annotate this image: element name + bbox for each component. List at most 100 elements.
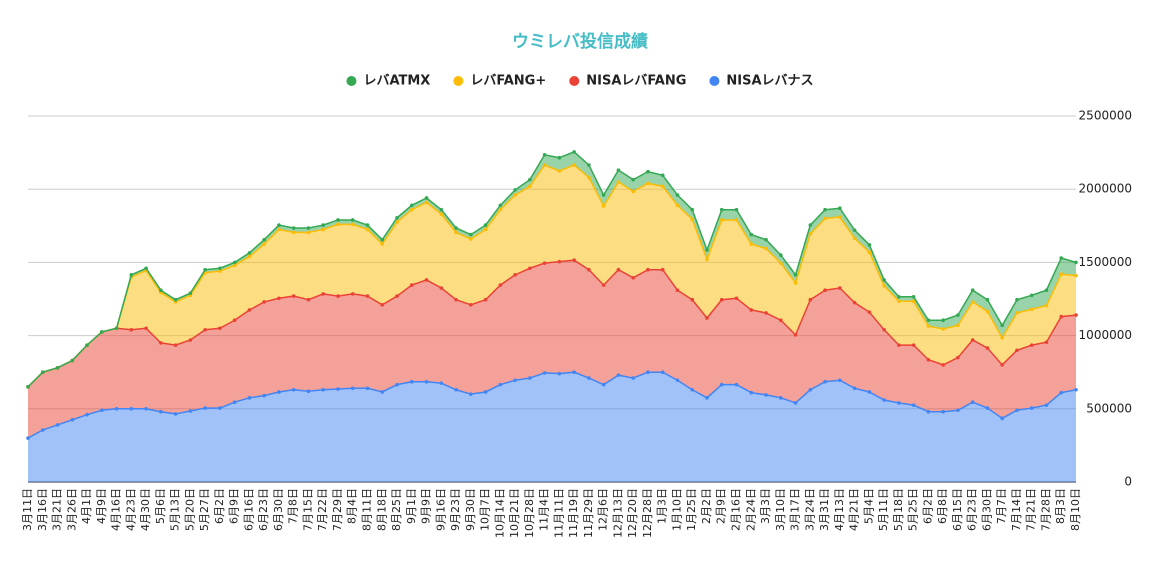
point (409, 207, 414, 212)
line (27, 259, 1077, 388)
point (705, 316, 709, 320)
point (690, 297, 695, 302)
legend-marker (709, 76, 720, 86)
point (380, 237, 385, 242)
point (350, 218, 355, 222)
point (483, 297, 488, 302)
point (852, 228, 857, 232)
x-tick-label: 12月28日 (641, 488, 654, 538)
point (941, 409, 945, 414)
point (454, 297, 458, 302)
point (528, 266, 532, 271)
point (395, 220, 399, 224)
x-tick-label: 4月1日 (80, 488, 93, 524)
point (55, 423, 60, 427)
point (247, 254, 252, 259)
x-tick-label: 6月23日 (966, 488, 979, 531)
point (823, 379, 827, 384)
point (572, 150, 576, 154)
point (897, 299, 901, 303)
point (734, 207, 739, 212)
point (1059, 314, 1064, 319)
point (218, 326, 222, 331)
x-tick-label: 11月4日 (538, 488, 551, 531)
point (941, 318, 945, 323)
point (660, 267, 665, 272)
point (764, 393, 768, 397)
x-tick-label: 4月23日 (124, 488, 137, 531)
y-tick-label: 0 (1124, 475, 1132, 489)
x-tick-label: 5月18日 (892, 488, 905, 531)
x-tick-label: 8月25日 (390, 488, 403, 531)
point (867, 250, 872, 254)
x-tick-label: 3月16日 (36, 488, 49, 531)
point (970, 400, 975, 405)
point (778, 396, 783, 400)
point (897, 401, 901, 405)
point (173, 412, 178, 416)
x-tick-label: 9月1日 (405, 488, 418, 524)
point (262, 393, 266, 398)
point (926, 324, 931, 328)
point (129, 273, 134, 277)
point (778, 261, 783, 265)
point (306, 297, 311, 302)
point (631, 189, 635, 194)
point (616, 180, 621, 184)
legend-label: レバFANG+ (470, 74, 546, 89)
x-tick-label: 9月16日 (434, 488, 447, 531)
point (1074, 260, 1078, 265)
y-tick-label: 500000 (1086, 401, 1132, 415)
point (1000, 416, 1004, 421)
point (469, 237, 473, 241)
point (660, 184, 665, 189)
point (823, 207, 827, 212)
point (838, 286, 842, 290)
legend-label: NISAレバナス (726, 74, 813, 89)
point (55, 366, 60, 370)
point (365, 223, 370, 227)
point (262, 237, 266, 242)
point (764, 237, 768, 242)
point (572, 258, 576, 263)
point (778, 318, 783, 323)
point (646, 181, 650, 186)
point (675, 193, 680, 197)
point (882, 284, 886, 288)
x-tick-label: 6月23日 (257, 488, 270, 531)
point (1074, 387, 1078, 392)
point (690, 207, 695, 212)
point (956, 323, 960, 328)
x-tick-label: 4月16日 (110, 488, 123, 531)
point (911, 299, 916, 303)
area (28, 372, 1076, 482)
x-tick-label: 2月24日 (744, 488, 757, 531)
point (660, 173, 665, 178)
legend-label: レバATMX (363, 74, 430, 89)
x-tick-label: 6月2日 (213, 488, 226, 524)
point (690, 217, 695, 222)
point (100, 408, 104, 413)
x-tick-label: 11月29日 (582, 488, 595, 538)
point (321, 387, 326, 392)
point (1015, 408, 1019, 413)
x-tick-label: 3月31日 (818, 488, 831, 531)
point (572, 163, 576, 167)
point (454, 226, 458, 230)
point (528, 376, 532, 380)
point (469, 303, 473, 307)
x-tick-label: 5月4日 (862, 488, 875, 524)
x-tick-label: 9月23日 (449, 488, 462, 531)
point (498, 382, 503, 387)
point (660, 370, 665, 375)
point (793, 281, 798, 285)
point (70, 417, 75, 422)
point (129, 407, 134, 411)
x-tick-label: 1月25日 (685, 488, 698, 531)
point (114, 407, 119, 411)
point (439, 286, 444, 290)
point (734, 296, 739, 301)
point (631, 376, 635, 380)
x-tick-label: 8月3日 (1054, 488, 1067, 524)
point (911, 295, 916, 299)
